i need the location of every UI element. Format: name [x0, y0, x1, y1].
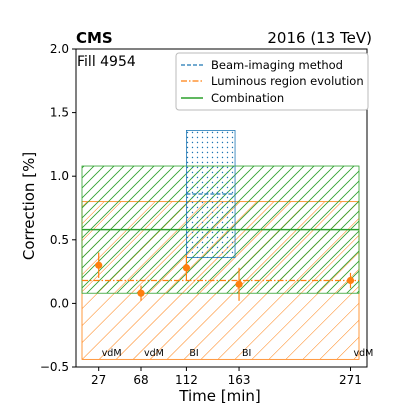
center-line-layer	[82, 193, 359, 282]
y-tick-label-2: 0.5	[50, 233, 69, 247]
legend-label-combination: Combination	[211, 91, 284, 105]
point-annotation-0: vdM	[102, 348, 122, 359]
x-tick-label-1: 68	[133, 373, 148, 387]
y-tick-label-5: 2.0	[50, 42, 69, 56]
legend-label-beam-imaging: Beam-imaging method	[211, 58, 343, 72]
x-tick-label-0: 27	[91, 373, 106, 387]
legend-label-luminous-region: Luminous region evolution	[211, 74, 364, 88]
y-axis-label: Correction [%]	[20, 152, 38, 260]
point-annotation-1: vdM	[144, 348, 164, 359]
data-point-layer	[95, 252, 355, 301]
data-point-1	[137, 289, 145, 297]
fill-number-label: Fill 4954	[77, 54, 136, 70]
legend: Beam-imaging method Luminous region evol…	[175, 52, 369, 111]
x-tick-label-2: 112	[175, 373, 198, 387]
data-point-2	[182, 264, 191, 272]
data-point-0	[95, 261, 103, 269]
band-layer	[81, 130, 360, 360]
plot-frame	[75, 48, 368, 368]
point-annotation-3: BI	[242, 348, 251, 359]
x-tick-label-3: 163	[228, 373, 251, 387]
point-annotation-2: BI	[189, 348, 198, 359]
point-annotation-layer: vdM vdM BI BI vdM	[102, 348, 374, 359]
cms-label: CMS	[76, 29, 113, 47]
y-tick-label-3: 1.0	[50, 169, 69, 183]
point-annotation-4: vdM	[353, 348, 373, 359]
y-tick-label-0: −0.5	[40, 360, 69, 374]
energy-label: 2016 (13 TeV)	[267, 29, 372, 47]
x-tick-label-4: 271	[339, 373, 362, 387]
y-tick-label-1: 0.0	[50, 296, 69, 310]
axis-ticks: 27 68 112 163 271 −0.5 0.0 0.5 1.0 1.5 2.0	[40, 42, 362, 387]
x-axis-label: Time [min]	[178, 387, 260, 405]
y-tick-label-4: 1.5	[50, 106, 69, 120]
legend-box	[175, 52, 369, 111]
data-point-3	[235, 280, 243, 288]
data-point-4	[346, 276, 355, 285]
